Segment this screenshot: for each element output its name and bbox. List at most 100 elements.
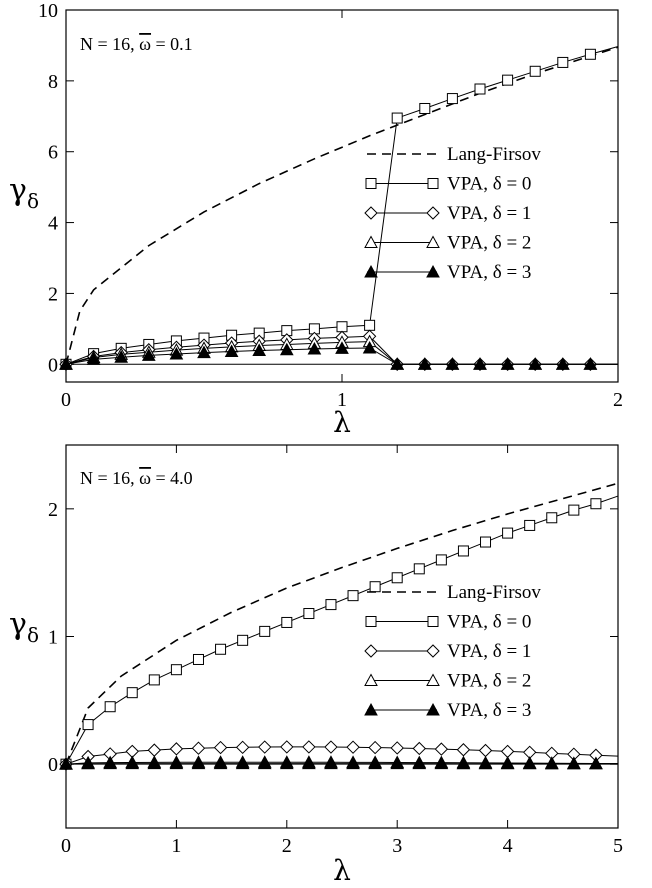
legend-marker <box>364 673 378 686</box>
data-point <box>502 74 514 86</box>
data-point <box>259 625 271 637</box>
data-point <box>390 741 404 755</box>
data-point <box>555 357 570 370</box>
data-point <box>325 599 337 611</box>
data-point <box>170 664 182 676</box>
y-tick-label: 10 <box>38 0 58 22</box>
data-point <box>258 740 272 754</box>
plot-frame <box>65 444 619 829</box>
data-point <box>279 756 294 770</box>
legend-marker <box>426 673 440 686</box>
x-tick-label: 0 <box>61 835 71 857</box>
data-point <box>336 321 348 333</box>
data-point <box>252 343 267 356</box>
data-point <box>104 701 116 713</box>
data-point <box>125 756 140 770</box>
x-tick-label: 4 <box>503 835 513 857</box>
panel-annotation: N = 16, ω = 4.0 <box>80 468 193 488</box>
data-point <box>544 756 559 770</box>
data-point <box>583 357 598 370</box>
chart-panel-1: 0 1 2 0 2 4 6 8 10 λ γδ N = 16, ω = 0.1 Lang-Firsov V… <box>9 0 623 439</box>
data-point <box>412 741 426 756</box>
data-point <box>364 319 376 331</box>
data-point <box>147 743 162 757</box>
legend-marker <box>364 702 378 716</box>
data-point <box>368 756 382 770</box>
data-point <box>456 743 471 757</box>
y-tick-label: 2 <box>48 283 58 305</box>
legend-marker <box>364 264 378 278</box>
data-point <box>82 719 94 731</box>
data-point <box>446 93 458 105</box>
data-point <box>546 512 558 524</box>
x-axis-label: λ <box>333 854 351 887</box>
data-point <box>524 519 536 531</box>
data-point <box>279 342 294 356</box>
legend-marker <box>426 206 440 220</box>
data-point <box>502 527 514 539</box>
data-point <box>500 744 515 759</box>
data-point <box>148 674 160 686</box>
legend-marker <box>364 644 378 658</box>
data-point <box>280 740 294 754</box>
legend-label-1: VPA, δ = 0 <box>447 174 531 195</box>
data-point <box>192 653 204 665</box>
x-axis-label: λ <box>333 406 351 439</box>
y-tick-label: 0 <box>48 354 58 376</box>
data-point <box>197 345 211 359</box>
data-point <box>215 643 227 655</box>
data-point <box>324 756 338 770</box>
data-point <box>568 504 580 516</box>
data-point <box>445 357 460 370</box>
panel-annotation: N = 16, ω = 0.1 <box>80 34 193 54</box>
data-point <box>237 634 249 646</box>
data-point <box>435 554 447 566</box>
data-point <box>390 756 405 770</box>
legend-marker <box>426 702 440 716</box>
legend-label-3: VPA, δ = 2 <box>447 671 531 692</box>
data-point <box>302 740 316 754</box>
data-point <box>434 756 449 770</box>
data-point <box>169 756 184 770</box>
data-point <box>169 346 184 360</box>
y-tick-label: 8 <box>48 71 58 93</box>
data-point <box>86 352 101 365</box>
data-point <box>473 357 487 370</box>
data-point <box>417 357 432 370</box>
data-point <box>302 756 316 770</box>
data-point <box>480 536 492 548</box>
data-point <box>478 756 493 770</box>
data-point <box>412 756 427 770</box>
y-tick-label: 6 <box>48 142 58 164</box>
series-line-0 <box>65 46 619 365</box>
data-point <box>522 756 537 770</box>
data-point <box>346 740 360 754</box>
data-point <box>500 357 515 370</box>
data-point <box>391 112 403 124</box>
data-point <box>434 742 449 756</box>
data-point <box>590 498 602 510</box>
data-point <box>147 756 162 770</box>
data-point <box>557 56 569 68</box>
legend-marker <box>365 616 377 627</box>
legend-label-3: VPA, δ = 2 <box>447 233 531 254</box>
y-tick-label: 0 <box>48 754 58 776</box>
chart-panel-2: 0 1 2 3 4 5 0 1 2 λ γδ N = 16, ω = 4.0 Lang-Firsov VP… <box>9 444 623 887</box>
data-point <box>362 340 377 354</box>
data-point <box>126 687 138 699</box>
data-point <box>324 740 338 754</box>
y-axis-label: γδ <box>9 607 39 647</box>
data-point <box>213 756 228 770</box>
legend-label-4: VPA, δ = 3 <box>447 700 531 721</box>
series-line-0 <box>65 482 619 765</box>
data-point <box>257 756 272 770</box>
data-point <box>114 350 129 363</box>
legend-marker <box>427 616 439 627</box>
legend-label-2: VPA, δ = 1 <box>447 203 531 224</box>
data-point <box>235 740 250 755</box>
legend-label-0: Lang-Firsov <box>447 582 541 603</box>
data-point <box>224 344 239 358</box>
data-point <box>307 342 322 355</box>
legend-label-1: VPA, δ = 0 <box>447 612 531 633</box>
legend-marker <box>427 178 439 189</box>
